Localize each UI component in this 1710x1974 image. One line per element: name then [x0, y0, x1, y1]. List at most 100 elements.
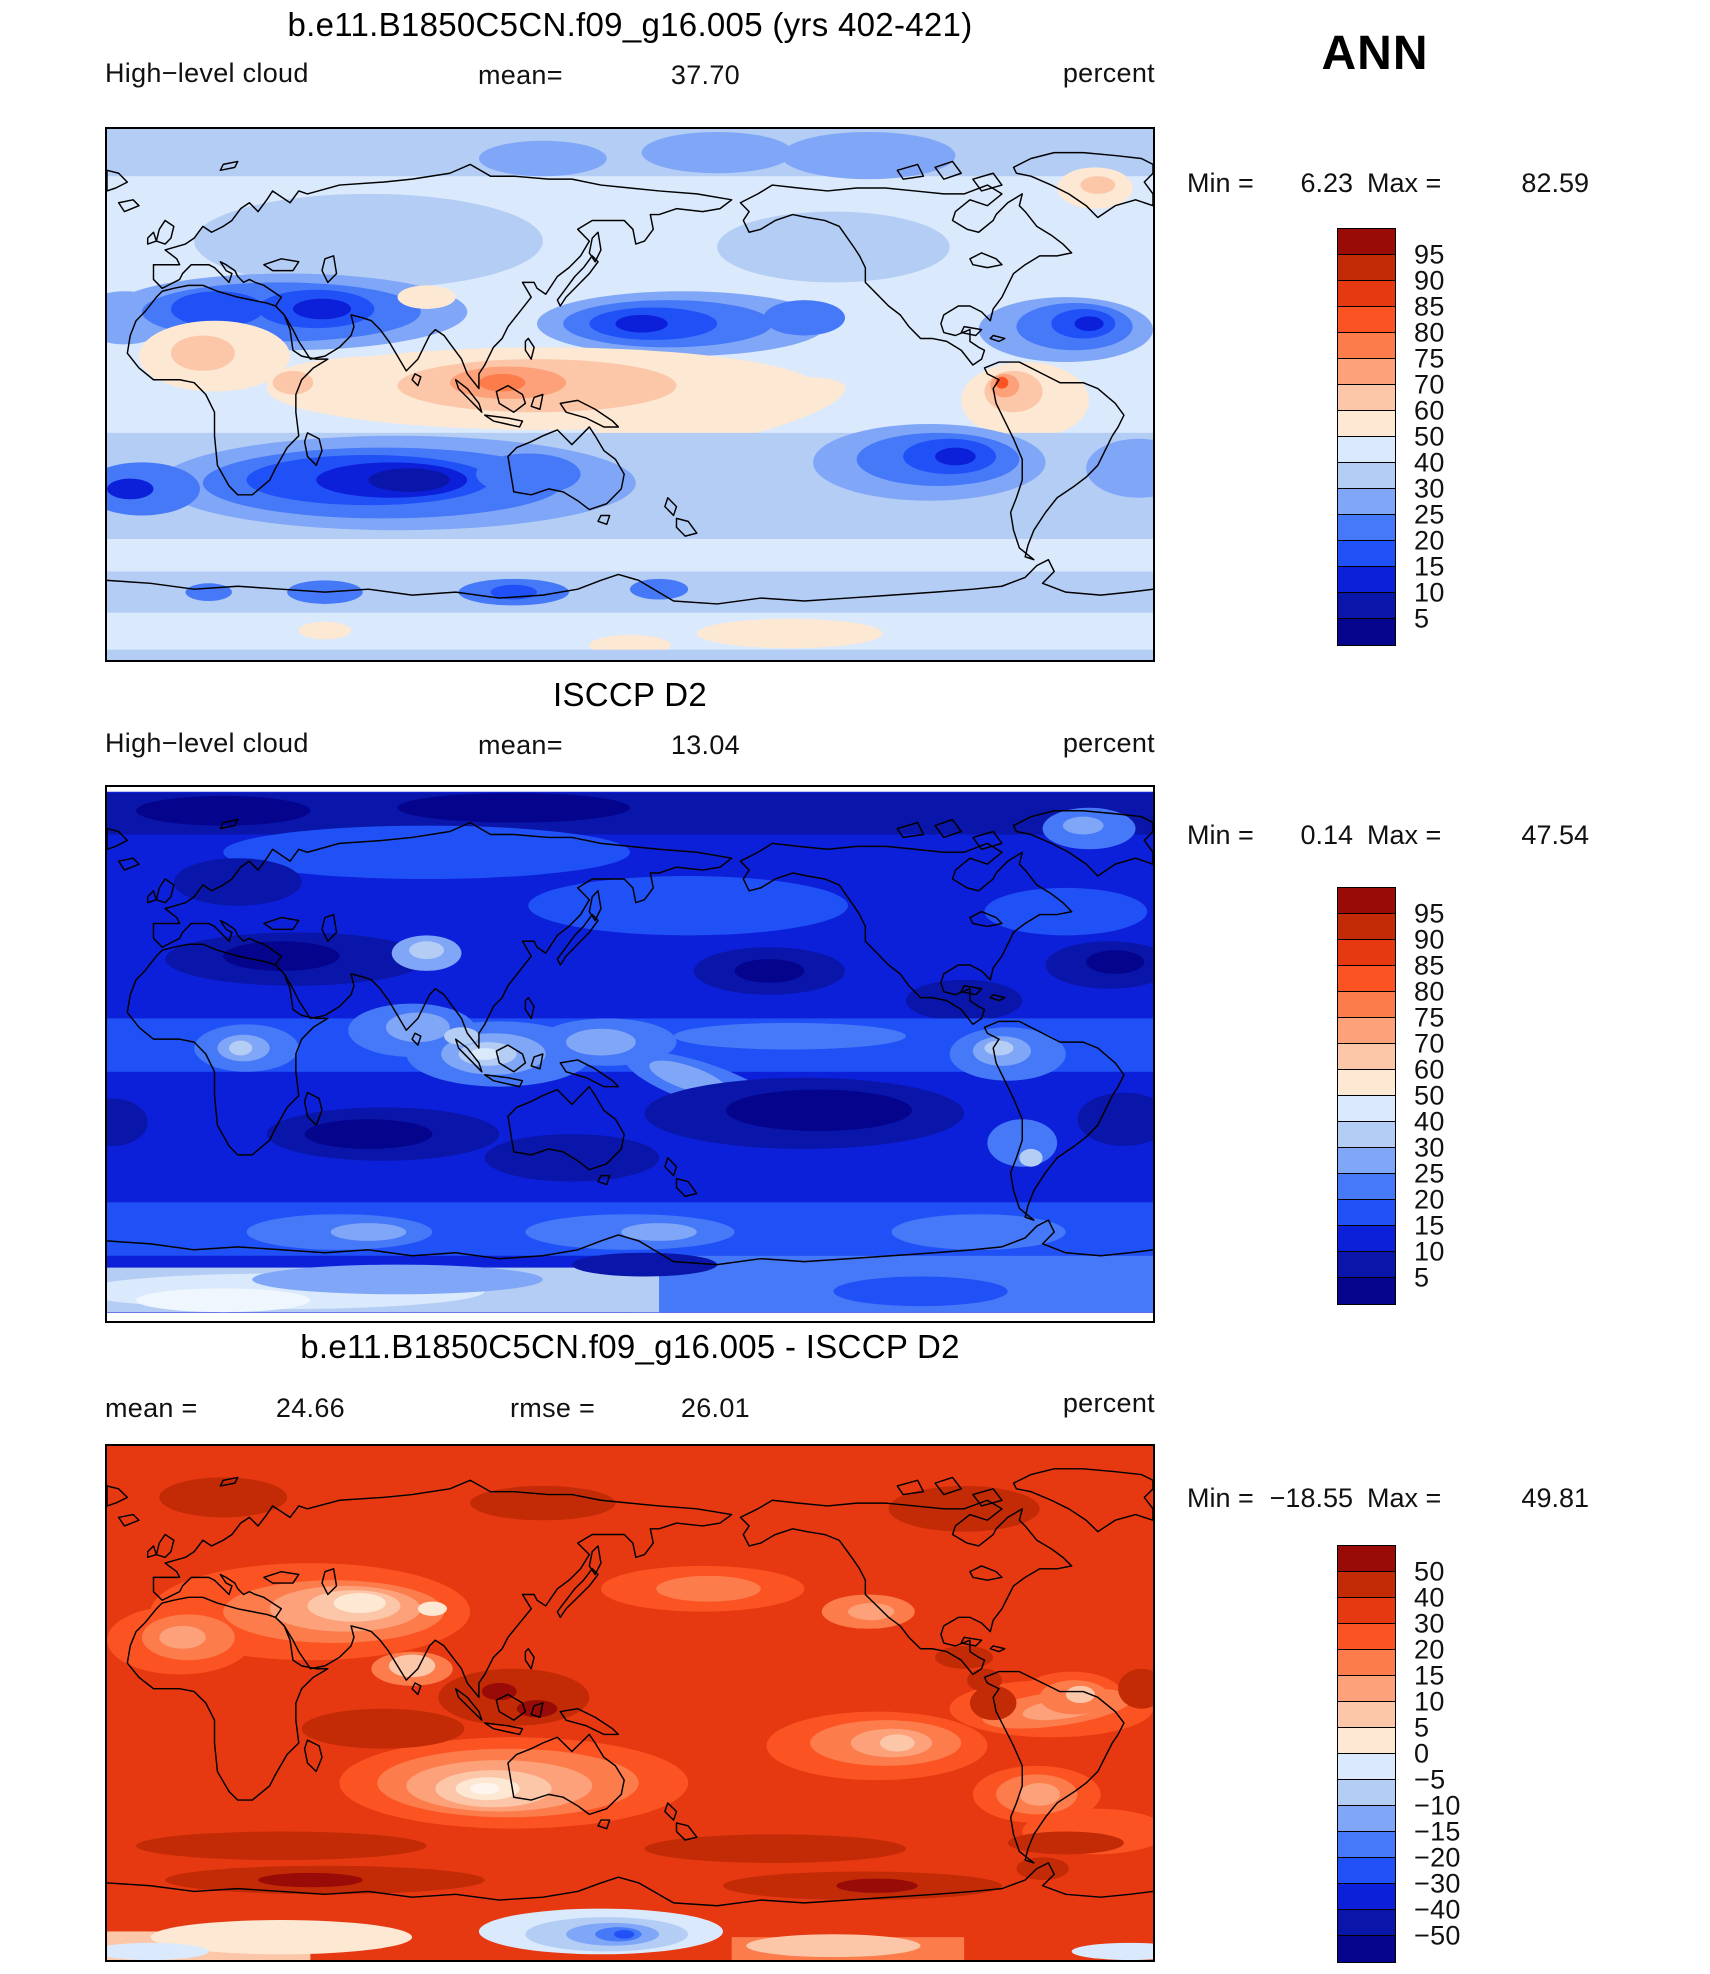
colorbar-tick-label: 15	[1414, 1209, 1445, 1240]
colorbar-tick-label: 25	[1414, 1157, 1445, 1188]
colorbar-cell	[1337, 488, 1396, 516]
colorbar-tick-label: 95	[1414, 897, 1445, 928]
colorbar-cell	[1337, 1727, 1396, 1755]
colorbar-cell	[1337, 280, 1396, 308]
colorbar-cell	[1337, 228, 1396, 256]
panel3-minmax-row: Min = −18.55 Max = 49.81	[1187, 1483, 1597, 1517]
colorbar-tick-label: 70	[1414, 368, 1445, 399]
panel2-min-label: Min =	[1187, 820, 1254, 850]
panel1-max-label: Max =	[1367, 168, 1442, 198]
colorbar-tick-label: 60	[1414, 394, 1445, 425]
colorbar-tick-label: 75	[1414, 1001, 1445, 1032]
season-label: ANN	[1321, 27, 1429, 80]
panel1-colorbar: 95 90 85 80 75 70 60 50 40 30 25 20 15 10 5	[1337, 228, 1463, 648]
panel3-title: b.e11.B1850C5CN.f09_g16.005 - ISCCP D2	[300, 1328, 960, 1365]
colorbar-cell	[1337, 1069, 1396, 1097]
colorbar-tick-label: 5	[1414, 1711, 1430, 1742]
colorbar-tick-label: 85	[1414, 290, 1445, 321]
colorbar-tick-label: 5	[1414, 602, 1430, 633]
colorbar-cell	[1337, 358, 1396, 386]
colorbar-cell	[1337, 1147, 1396, 1175]
colorbar-tick-label: 60	[1414, 1053, 1445, 1084]
colorbar-tick-label: −40	[1414, 1893, 1461, 1924]
colorbar-cell	[1337, 1545, 1396, 1573]
panel1-units-label: percent	[1062, 58, 1155, 88]
panel3-max-label: Max =	[1367, 1483, 1442, 1513]
panel3-colorbar: 50 40 30 20 15 10 5 0 −5 −10 −15 −20 −30 −40 −50	[1337, 1545, 1463, 1965]
colorbar-cell	[1337, 913, 1396, 941]
colorbar-tick-label: 40	[1414, 1105, 1445, 1136]
colorbar-tick-label: 90	[1414, 264, 1445, 295]
colorbar-cell	[1337, 1649, 1396, 1677]
colorbar-tick-label: 15	[1414, 1659, 1445, 1690]
colorbar-cell	[1337, 887, 1396, 915]
panel1-variable-label: High−level cloud	[105, 58, 309, 88]
panel3-units-label: percent	[1062, 1388, 1155, 1418]
colorbar-tick-label: 20	[1414, 1633, 1445, 1664]
colorbar-cell	[1337, 1909, 1396, 1937]
panel2-max-label: Max =	[1367, 820, 1442, 850]
model-cloud-map	[105, 127, 1155, 662]
colorbar-cell	[1337, 306, 1396, 334]
colorbar-cell	[1337, 332, 1396, 360]
colorbar-cell	[1337, 566, 1396, 594]
colorbar-tick-label: 25	[1414, 498, 1445, 529]
colorbar-cell	[1337, 254, 1396, 282]
colorbar-cell	[1337, 540, 1396, 568]
panel1-minmax-row: Min = 6.23 Max = 82.59	[1187, 168, 1597, 202]
colorbar-cell	[1337, 1121, 1396, 1149]
colorbar-tick-label: −50	[1414, 1919, 1461, 1950]
colorbar-tick-label: 80	[1414, 975, 1445, 1006]
panel2-variable-label: High−level cloud	[105, 728, 309, 758]
colorbar-tick-label: −5	[1414, 1763, 1446, 1794]
colorbar-tick-label: 40	[1414, 1581, 1445, 1612]
isccp-cloud-map	[105, 785, 1155, 1323]
colorbar-cell	[1337, 1883, 1396, 1911]
colorbar-cell	[1337, 1805, 1396, 1833]
colorbar-tick-label: 5	[1414, 1261, 1430, 1292]
colorbar-tick-label: 50	[1414, 1555, 1445, 1586]
colorbar-tick-label: −20	[1414, 1841, 1461, 1872]
colorbar-cell	[1337, 1597, 1396, 1625]
panel2-min-value: 0.14	[1300, 820, 1353, 850]
colorbar-cell	[1337, 991, 1396, 1019]
colorbar-cell	[1337, 1173, 1396, 1201]
colorbar-cell	[1337, 1251, 1396, 1279]
colorbar-tick-label: 30	[1414, 1131, 1445, 1162]
colorbar-tick-label: 10	[1414, 576, 1445, 607]
colorbar-tick-label: 30	[1414, 1607, 1445, 1638]
panel3-min-value: −18.55	[1269, 1483, 1353, 1513]
colorbar-cell	[1337, 384, 1396, 412]
colorbar-cell	[1337, 1857, 1396, 1885]
colorbar-cell	[1337, 592, 1396, 620]
colorbar-cell	[1337, 462, 1396, 490]
colorbar-tick-label: 50	[1414, 1079, 1445, 1110]
colorbar-cell	[1337, 1701, 1396, 1729]
colorbar-tick-label: 30	[1414, 472, 1445, 503]
colorbar-tick-label: 20	[1414, 524, 1445, 555]
panel1-max-value: 82.59	[1521, 168, 1589, 198]
colorbar-cell	[1337, 1753, 1396, 1781]
colorbar-cell	[1337, 1095, 1396, 1123]
panel1-min-label: Min =	[1187, 168, 1254, 198]
panel3-mean-value: 24.66	[275, 1393, 345, 1423]
colorbar-cell	[1337, 1043, 1396, 1071]
colorbar-tick-label: 75	[1414, 342, 1445, 373]
colorbar-cell	[1337, 1935, 1396, 1963]
colorbar-cell	[1337, 939, 1396, 967]
colorbar-cell	[1337, 1277, 1396, 1305]
colorbar-tick-label: −30	[1414, 1867, 1461, 1898]
colorbar-cell	[1337, 1225, 1396, 1253]
colorbar-tick-label: 0	[1414, 1737, 1430, 1768]
panel3-min-label: Min =	[1187, 1483, 1254, 1513]
panel2-units-label: percent	[1062, 728, 1155, 758]
panel2-minmax-row: Min = 0.14 Max = 47.54	[1187, 820, 1597, 854]
panel2-title: ISCCP D2	[552, 676, 707, 713]
colorbar-cell	[1337, 1831, 1396, 1859]
colorbar-tick-label: 70	[1414, 1027, 1445, 1058]
colorbar-tick-label: 20	[1414, 1183, 1445, 1214]
colorbar-tick-label: −10	[1414, 1789, 1461, 1820]
colorbar-tick-label: 15	[1414, 550, 1445, 581]
panel2-colorbar: 95 90 85 80 75 70 60 50 40 30 25 20 15 10 5	[1337, 887, 1463, 1307]
